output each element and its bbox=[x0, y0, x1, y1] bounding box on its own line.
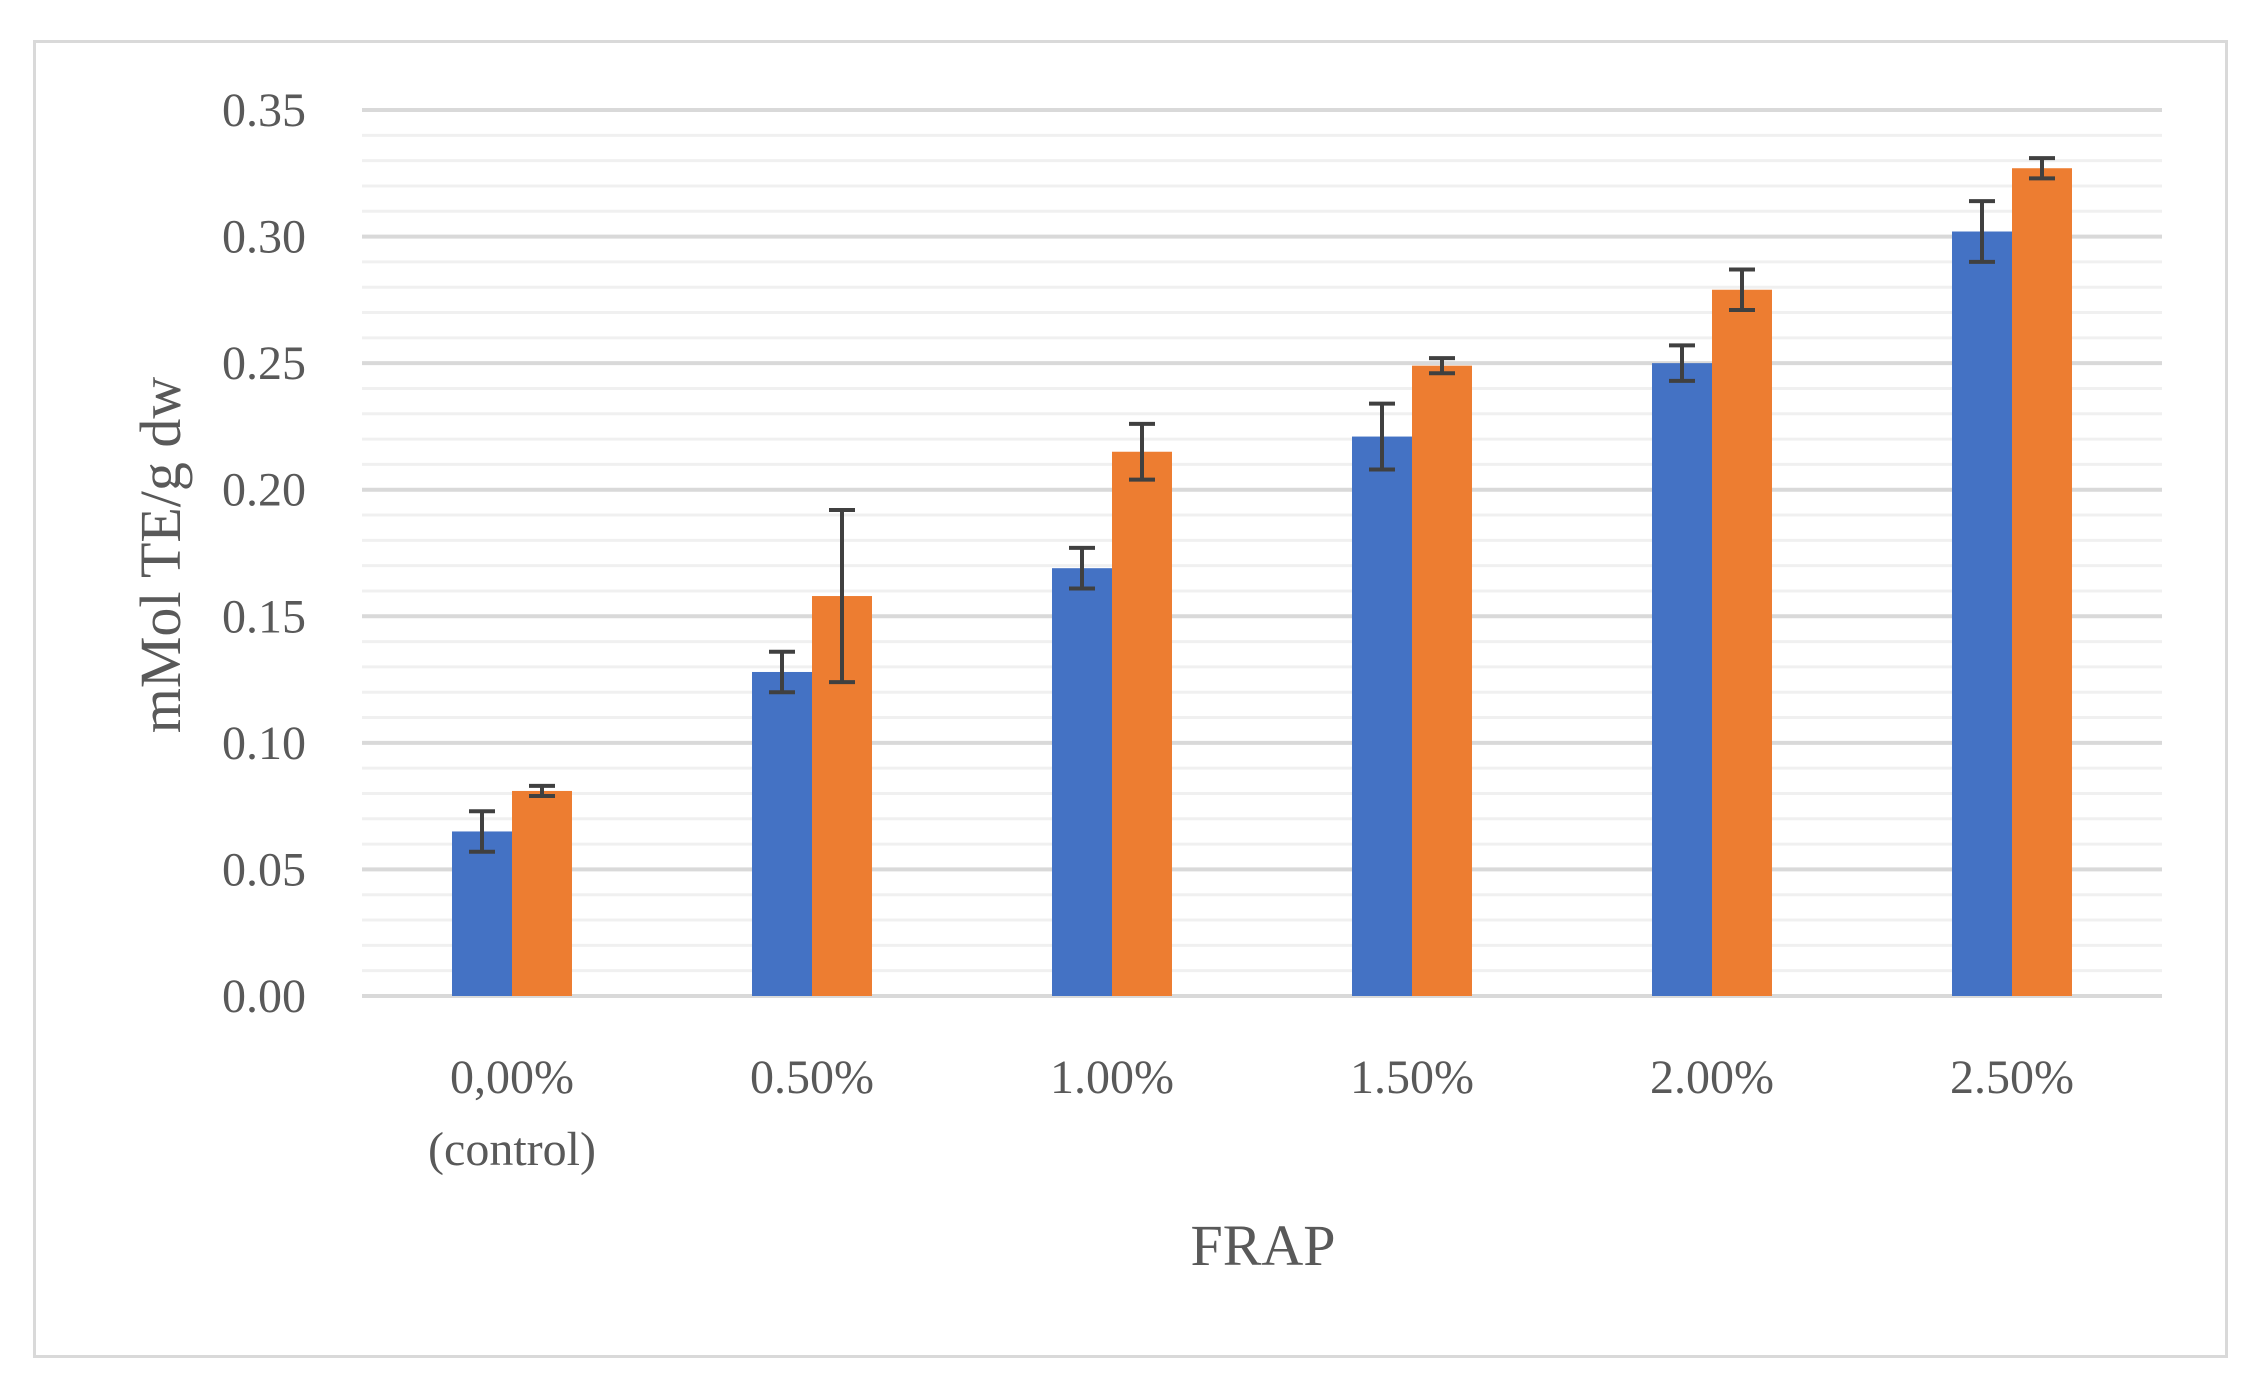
x-category-label: 0,00% bbox=[450, 1051, 574, 1104]
error-bar bbox=[1069, 545, 1095, 591]
y-tick-label: 0.25 bbox=[222, 337, 306, 390]
x-category-label: 0.50% bbox=[750, 1051, 874, 1104]
bar bbox=[1052, 568, 1112, 996]
y-tick-label: 0.05 bbox=[222, 843, 306, 896]
error-bar bbox=[1669, 343, 1695, 383]
y-axis-ticks: 0.00 0.05 0.10 0.15 0.20 0.25 0.30 0.35 bbox=[222, 84, 306, 1023]
x-category-label: 1.50% bbox=[1350, 1051, 1474, 1104]
x-category-label: 2.00% bbox=[1650, 1051, 1774, 1104]
bar bbox=[1112, 451, 1172, 996]
x-category-label: 2.50% bbox=[1950, 1051, 2074, 1104]
error-bar bbox=[1429, 356, 1455, 376]
bar bbox=[1712, 289, 1772, 996]
error-bar bbox=[1129, 421, 1155, 482]
error-bar bbox=[1729, 267, 1755, 312]
error-bar bbox=[2029, 156, 2055, 181]
bar bbox=[1352, 436, 1412, 996]
y-tick-label: 0.20 bbox=[222, 464, 306, 517]
x-category-label: 1.00% bbox=[1050, 1051, 1174, 1104]
error-bar bbox=[1969, 199, 1995, 264]
bar bbox=[752, 671, 812, 996]
y-tick-label: 0.35 bbox=[222, 84, 306, 137]
bar bbox=[1412, 365, 1472, 996]
error-bars bbox=[469, 156, 2055, 854]
x-axis-title: FRAP bbox=[1190, 1213, 1335, 1278]
y-tick-label: 0.00 bbox=[222, 970, 306, 1023]
error-bar bbox=[529, 783, 555, 799]
bar bbox=[1652, 363, 1712, 997]
error-bar bbox=[829, 507, 855, 685]
y-tick-label: 0.30 bbox=[222, 211, 306, 264]
gridlines bbox=[362, 108, 2162, 998]
bar bbox=[2012, 168, 2072, 997]
bar bbox=[452, 831, 512, 996]
y-axis-title: mMol TE/g dw bbox=[128, 377, 193, 734]
bars bbox=[452, 168, 2072, 997]
x-axis-categories: 0,00% (control) 0.50% 1.00% 1.50% 2.00% 2.50% bbox=[428, 1051, 2074, 1176]
y-tick-label: 0.10 bbox=[222, 717, 306, 770]
error-bar bbox=[769, 649, 795, 695]
bar bbox=[1952, 231, 2012, 997]
x-category-label: (control) bbox=[428, 1123, 596, 1176]
bar bbox=[512, 790, 572, 996]
error-bar bbox=[1369, 401, 1395, 472]
y-tick-label: 0.15 bbox=[222, 590, 306, 643]
error-bar bbox=[469, 809, 495, 854]
